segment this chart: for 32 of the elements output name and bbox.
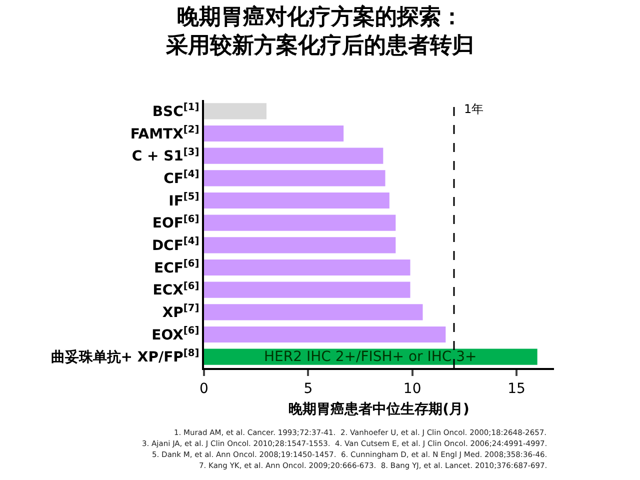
y-tick-label: IF$^{[5]}$ [168, 192, 200, 210]
bar [204, 326, 446, 343]
x-tick-label: 5 [304, 380, 313, 397]
chart-subtitle: 采用较新方案化疗后的患者转归 [165, 32, 474, 59]
bar [204, 214, 396, 231]
y-tick-label: FAMTX$^{[2]}$ [130, 124, 200, 142]
annotation: HER2 IHC 2+/FISH+ or IHC 3+ [264, 349, 477, 365]
y-tick-label: ECX$^{[6]}$ [152, 280, 200, 299]
chart-title: 晚期胃癌对化疗方案的探索： [177, 4, 463, 30]
x-axis-title: 晚期胃癌患者中位生存期(月) [288, 400, 470, 418]
y-tick-label: EOX$^{[6]}$ [152, 326, 200, 344]
y-tick-label: DCF$^{[4]}$ [152, 236, 200, 254]
y-tick-label: XP$^{[7]}$ [162, 303, 200, 322]
x-tick-label: 15 [508, 380, 526, 397]
y-tick-label: CF$^{[4]}$ [164, 169, 200, 188]
y-tick-label: ECF$^{[6]}$ [154, 258, 200, 276]
bar [204, 125, 344, 142]
x-tick-label: 10 [403, 380, 422, 397]
bar [204, 192, 390, 209]
y-tick-label: BSC$^{[1]}$ [152, 102, 200, 120]
bar [204, 170, 386, 186]
bar [204, 237, 396, 254]
y-tick-label: EOF$^{[6]}$ [152, 214, 200, 232]
y-tick-label: C + S1$^{[3]}$ [132, 146, 200, 165]
ref-line-label: 1年 [464, 102, 484, 116]
bar [204, 259, 410, 276]
bar [204, 304, 423, 320]
bar [204, 148, 384, 164]
x-tick-label: 0 [200, 380, 208, 397]
bar [204, 282, 410, 298]
bar [204, 103, 266, 120]
y-tick-label: 曲妥珠单抗+ XP/FP$^{[8]}$ [50, 348, 200, 366]
